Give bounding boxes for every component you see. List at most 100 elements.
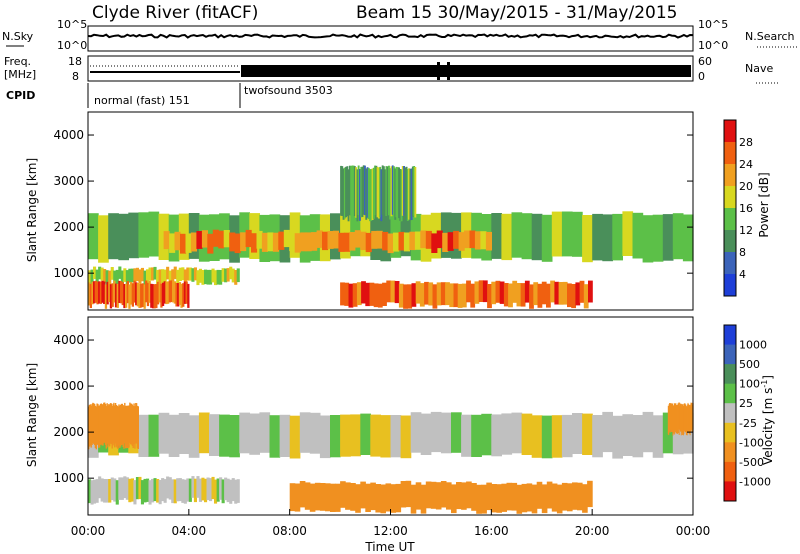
echo-cell bbox=[309, 483, 316, 512]
echo-cell bbox=[107, 405, 109, 448]
echo-cell bbox=[88, 406, 90, 450]
echo-cell bbox=[176, 478, 180, 502]
echo-cell bbox=[380, 415, 392, 458]
echo-cell bbox=[204, 478, 208, 503]
echo-cell bbox=[384, 169, 387, 222]
echo-cell bbox=[476, 484, 482, 514]
echo-cell bbox=[259, 412, 271, 453]
echo-cell bbox=[130, 403, 133, 445]
echo-cell bbox=[88, 270, 92, 286]
colorbar-swatch bbox=[724, 208, 736, 231]
echo-cell bbox=[116, 283, 119, 308]
velocity-echo-cells bbox=[88, 402, 694, 514]
echo-cell bbox=[652, 214, 664, 262]
echo-cell bbox=[394, 281, 400, 304]
echo-cell bbox=[123, 268, 127, 282]
echo-cell bbox=[125, 405, 128, 449]
echo-cell bbox=[118, 266, 122, 279]
echo-cell bbox=[436, 282, 442, 306]
echo-cell bbox=[104, 402, 106, 443]
colorbar-tick-label: 4 bbox=[739, 268, 746, 281]
echo-cell bbox=[196, 270, 200, 286]
echo-cell bbox=[151, 478, 155, 503]
echo-cell bbox=[186, 478, 190, 502]
echo-cell bbox=[499, 281, 505, 304]
echo-cell bbox=[99, 403, 102, 445]
echo-cell bbox=[93, 403, 95, 444]
echo-cell bbox=[105, 479, 109, 503]
echo-cell bbox=[148, 211, 160, 257]
echo-cell bbox=[196, 476, 200, 498]
echo-cell bbox=[464, 230, 471, 249]
echo-cell bbox=[158, 480, 162, 505]
echo-cell bbox=[201, 270, 205, 285]
echo-cell bbox=[289, 415, 301, 459]
freq-tick-bottom: 8 bbox=[72, 70, 79, 83]
echo-cell bbox=[572, 211, 583, 257]
echo-cell bbox=[183, 479, 187, 504]
echo-cell bbox=[377, 167, 380, 219]
echo-cell bbox=[171, 269, 175, 284]
echo-cell bbox=[602, 411, 613, 453]
echo-cell bbox=[125, 477, 129, 500]
echo-cell bbox=[168, 477, 172, 500]
echo-cell bbox=[469, 230, 476, 249]
echo-cell bbox=[158, 269, 162, 284]
echo-cell bbox=[346, 166, 349, 217]
echo-cell bbox=[172, 280, 175, 303]
velocity-colorbar: 1000 500 100 25 -25 -100 -500 -1000 bbox=[723, 324, 771, 502]
echo-cell bbox=[478, 280, 484, 302]
x-tick-label: 12:00 bbox=[373, 524, 408, 538]
echo-cell bbox=[387, 233, 394, 254]
echo-cell bbox=[356, 282, 362, 306]
cpid-segment-1: normal (fast) 151 bbox=[94, 94, 190, 107]
echo-cell bbox=[551, 415, 563, 458]
echo-cell bbox=[424, 281, 429, 305]
echo-cell bbox=[531, 213, 543, 261]
echo-cell bbox=[90, 405, 92, 448]
echo-cell bbox=[612, 213, 623, 261]
freq-tick-top: 18 bbox=[68, 55, 82, 68]
echo-cell bbox=[299, 481, 306, 508]
echo-cell bbox=[153, 266, 157, 280]
echo-cell bbox=[93, 266, 97, 280]
echo-cell bbox=[386, 166, 389, 217]
echo-cell bbox=[446, 482, 452, 510]
echo-cell bbox=[350, 165, 353, 216]
echo-cell bbox=[151, 267, 155, 281]
echo-cell bbox=[158, 412, 170, 454]
echo-cell bbox=[133, 268, 137, 282]
echo-cell bbox=[582, 215, 593, 263]
echo-cell bbox=[592, 415, 603, 458]
echo-cell bbox=[340, 414, 351, 457]
echo-cell bbox=[207, 233, 214, 254]
echo-cell bbox=[115, 269, 119, 285]
echo-cell bbox=[211, 268, 215, 283]
echo-cell bbox=[156, 269, 160, 285]
echo-cell bbox=[98, 266, 102, 280]
echo-cell bbox=[136, 405, 139, 449]
echo-cell bbox=[415, 281, 421, 304]
echo-cell bbox=[131, 404, 134, 447]
echo-cell bbox=[453, 283, 459, 308]
echo-cell bbox=[361, 166, 364, 217]
echo-cell bbox=[541, 484, 548, 514]
echo-cell bbox=[163, 269, 167, 285]
echo-cell bbox=[117, 406, 119, 450]
x-tick-label: 16:00 bbox=[474, 524, 509, 538]
echo-cell bbox=[403, 232, 410, 252]
echo-cell bbox=[231, 268, 235, 283]
power-ylabel: Slant Range [km] bbox=[25, 158, 39, 262]
colorbar-frame bbox=[723, 119, 737, 297]
echo-cell bbox=[191, 268, 195, 282]
echo-cell bbox=[587, 480, 593, 508]
echo-cell bbox=[521, 213, 533, 260]
echo-cell bbox=[393, 232, 400, 252]
echo-cell bbox=[355, 167, 358, 218]
station-title: Clyde River (fitACF) bbox=[92, 3, 258, 23]
echo-cell bbox=[126, 405, 129, 448]
echo-cell bbox=[289, 232, 296, 252]
echo-cell bbox=[394, 168, 397, 220]
echo-cell bbox=[536, 481, 543, 509]
echo-cell bbox=[106, 403, 108, 444]
